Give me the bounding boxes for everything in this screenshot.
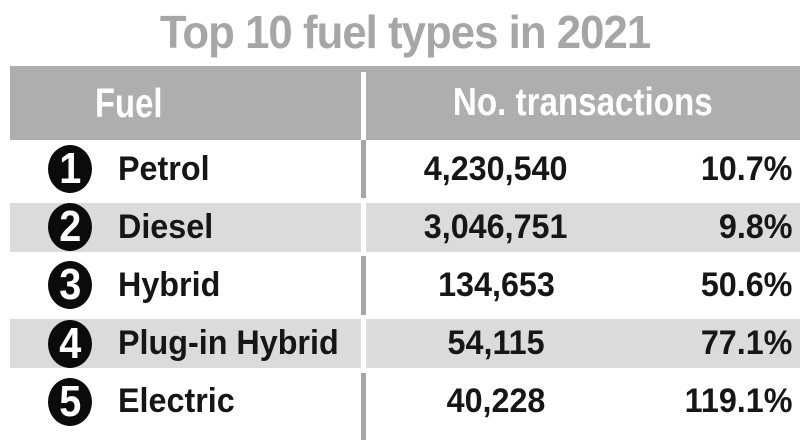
column-header-transactions: No. transactions <box>453 81 713 124</box>
rank-number: 3 <box>58 260 82 310</box>
percent-change-value: 77.1% <box>700 324 792 363</box>
fuel-name: Diesel <box>118 207 214 246</box>
column-header-fuel: Fuel <box>95 79 163 126</box>
footer-strip <box>10 430 800 447</box>
page-title: Top 10 fuel types in 2021 <box>0 0 811 64</box>
fuel-name: Plug-in Hybrid <box>118 324 339 363</box>
column-divider <box>361 372 366 431</box>
rank-badge: 1 <box>48 144 92 194</box>
rank-badge: 4 <box>48 318 92 368</box>
fuel-name: Hybrid <box>118 265 221 304</box>
rank-number: 1 <box>58 144 82 194</box>
percent-change-value: 50.6% <box>700 265 792 304</box>
page-title-text: Top 10 fuel types in 2021 <box>160 6 651 58</box>
rank-badge: 2 <box>48 202 92 252</box>
rank-number: 4 <box>58 318 82 368</box>
percent-change-value: 119.1% <box>684 382 792 421</box>
percent-change-value: 9.8% <box>718 207 792 246</box>
rank-badge: 3 <box>48 260 92 310</box>
table-header: Fuel No. transactions <box>10 66 800 140</box>
table-row: 4 Plug-in Hybrid 54,115 77.1% <box>10 314 800 373</box>
table-row: 2 Diesel 3,046,751 9.8% <box>10 198 800 257</box>
rank-badge: 5 <box>48 376 92 426</box>
table-row: 1 Petrol 4,230,540 10.7% <box>10 140 800 199</box>
column-divider <box>361 314 366 373</box>
fuel-name: Petrol <box>118 149 210 188</box>
table-row: 3 Hybrid 134,653 50.6% <box>10 256 800 315</box>
fuel-name: Electric <box>118 382 235 421</box>
transactions-value: 4,230,540 <box>424 149 568 188</box>
transactions-value: 54,115 <box>447 324 545 363</box>
column-divider <box>361 256 366 315</box>
column-divider <box>361 72 366 140</box>
column-divider <box>361 140 366 199</box>
rank-number: 2 <box>58 202 82 252</box>
percent-change-value: 10.7% <box>700 149 792 188</box>
fuel-table: Fuel No. transactions 1 Petrol 4,230,540… <box>10 66 800 447</box>
table-row: 5 Electric 40,228 119.1% <box>10 372 800 431</box>
column-divider <box>361 198 366 257</box>
transactions-value: 3,046,751 <box>424 207 568 246</box>
transactions-value: 40,228 <box>446 382 546 421</box>
column-divider <box>361 430 366 440</box>
transactions-value: 134,653 <box>437 265 555 304</box>
rank-number: 5 <box>58 376 82 426</box>
